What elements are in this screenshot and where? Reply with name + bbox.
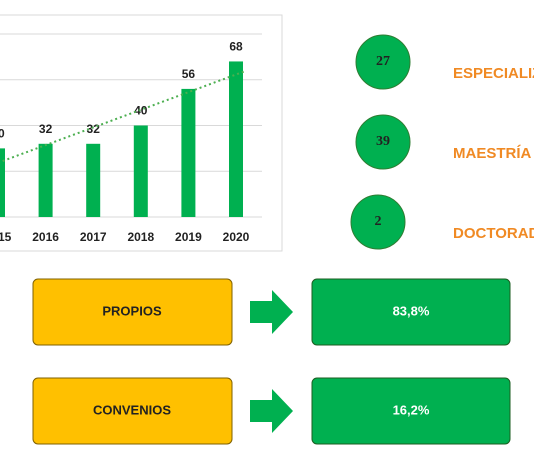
arrow <box>250 389 293 433</box>
chart: 302015322016322017402018562019682020 <box>0 33 262 244</box>
arrow <box>250 290 293 334</box>
bar <box>0 148 5 217</box>
data-label: 30 <box>0 127 5 141</box>
bar <box>133 125 148 217</box>
x-tick-label: 2016 <box>32 230 59 244</box>
x-tick-label: 2017 <box>80 230 107 244</box>
value-box <box>311 377 511 445</box>
x-tick-label: 2018 <box>127 230 154 244</box>
x-tick-label: 2015 <box>0 230 12 244</box>
category-label: CONVENIOS <box>93 402 171 417</box>
indicator-value: 2 <box>375 214 382 229</box>
bar <box>86 143 101 217</box>
category-box <box>32 278 233 346</box>
distribution: PROPIOS 83,8% CONVENIOS 16,2% <box>32 278 511 445</box>
bar <box>38 143 53 217</box>
data-label: 40 <box>134 104 148 118</box>
bar <box>181 88 196 218</box>
trendline <box>0 69 247 164</box>
indicator-value: 27 <box>376 54 390 69</box>
x-tick-label: 2020 <box>223 230 250 244</box>
indicator-label: MAESTRÍA <box>453 145 532 162</box>
indicator-circle <box>355 114 411 170</box>
indicator-circle <box>350 194 406 250</box>
x-tick-label: 2019 <box>175 230 202 244</box>
value-label: 83,8% <box>393 303 430 318</box>
value-box <box>311 278 511 346</box>
data-label: 56 <box>182 67 196 81</box>
category-box <box>32 377 233 445</box>
data-label: 68 <box>229 40 243 54</box>
indicator-label: ESPECIALIZACIÓN <box>453 64 534 82</box>
indicator-value: 39 <box>376 134 390 149</box>
bar <box>229 61 243 218</box>
indicator-circle <box>355 34 411 90</box>
value-label: 16,2% <box>393 402 430 417</box>
indicators: 27 ESPECIALIZACIÓN 39 MAESTRÍA 2 DOCTORADO <box>350 34 534 250</box>
category-label: PROPIOS <box>102 303 162 318</box>
indicator-label: DOCTORADO <box>453 225 534 242</box>
data-label: 32 <box>39 122 53 136</box>
